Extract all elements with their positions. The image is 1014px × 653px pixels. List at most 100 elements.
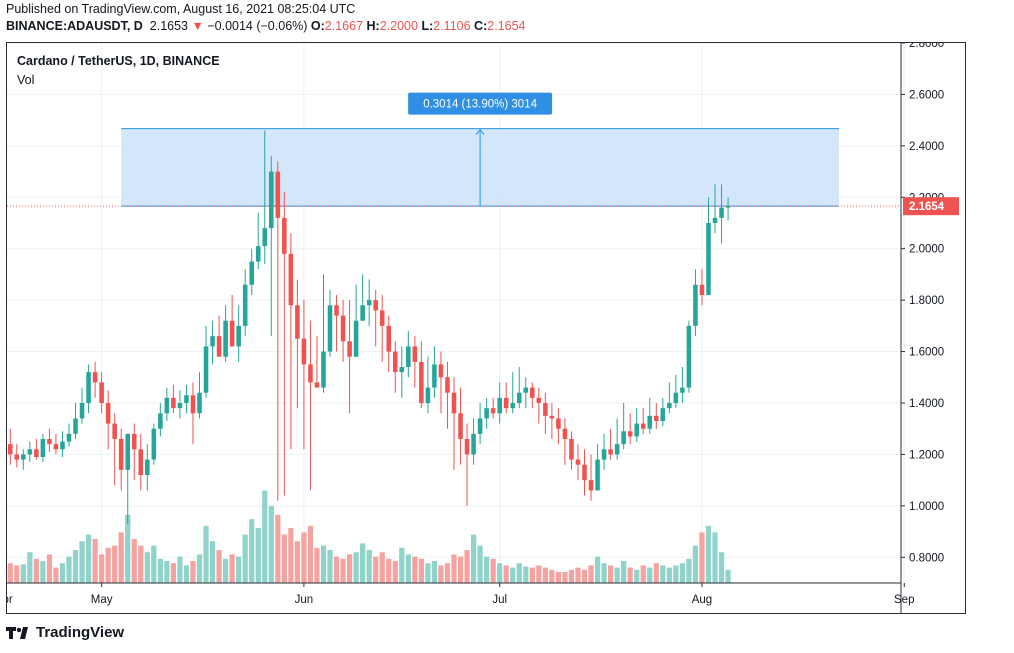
candle — [419, 341, 424, 409]
candle — [699, 269, 705, 306]
candle-body — [725, 206, 731, 208]
open-value: 2.1667 — [324, 19, 364, 33]
candle-body — [621, 431, 626, 445]
candle-body — [145, 459, 150, 475]
candle — [249, 248, 254, 295]
candle — [145, 444, 150, 491]
candle — [654, 403, 659, 429]
volume-bar — [333, 556, 340, 583]
volume-bar — [529, 567, 535, 583]
high-value: 2.2000 — [379, 19, 418, 33]
candlestick-chart[interactable]: 0.3014 (13.90%) 3014 2.8000 2.6000 2.4000 2.… — [7, 43, 965, 613]
volume-bar — [66, 556, 72, 583]
candle-body — [138, 449, 144, 475]
candle — [667, 382, 672, 414]
candle — [523, 377, 529, 409]
volume-bar — [444, 563, 451, 583]
price-axis: 2.80002.60002.40002.20002.00001.80001.60… — [901, 43, 944, 564]
volume-bar — [673, 565, 679, 583]
candle-body — [184, 395, 189, 403]
candle-body — [47, 439, 52, 445]
volume-bar — [542, 567, 548, 583]
candle-body — [503, 397, 509, 409]
volume-bar — [183, 565, 190, 583]
price-tick-label: 1.2000 — [909, 449, 944, 461]
candle — [73, 403, 78, 439]
candle-body — [712, 217, 718, 223]
candle — [92, 361, 98, 398]
candle — [223, 305, 228, 362]
volume-bar — [151, 545, 157, 583]
candle — [340, 300, 346, 362]
candle — [647, 397, 653, 434]
candle-body — [451, 392, 457, 414]
candle — [158, 403, 163, 437]
candle-body — [595, 459, 600, 491]
volume-bar — [686, 558, 692, 583]
candle-body — [242, 284, 248, 326]
volume-bar — [379, 552, 385, 583]
candle — [438, 351, 444, 414]
volume-bar — [229, 554, 235, 583]
candle-body — [530, 387, 535, 398]
candle — [60, 431, 65, 457]
candle-body — [314, 382, 320, 388]
candle — [314, 336, 320, 388]
candle — [386, 315, 392, 373]
candle — [366, 279, 372, 326]
candle — [399, 346, 405, 398]
price-tick-label: 2.6000 — [909, 89, 944, 101]
candle-body — [654, 415, 659, 421]
chart-frame[interactable]: 0.3014 (13.90%) 3014 2.8000 2.6000 2.4000 2.… — [6, 42, 966, 614]
price-tick-label: 1.8000 — [909, 295, 944, 307]
candle-body — [516, 392, 522, 403]
price-tick-label: 2.8000 — [909, 43, 944, 50]
price-tick-label: 2.4000 — [909, 141, 944, 153]
volume-bar — [464, 550, 470, 583]
candle — [229, 295, 235, 347]
candle — [549, 403, 555, 439]
volume-bar — [660, 565, 666, 583]
close-label: C: — [474, 19, 488, 33]
candle — [327, 289, 333, 357]
volume-bar — [653, 563, 659, 583]
last-price-tag: 2.1654 — [903, 197, 959, 216]
candle — [458, 387, 463, 465]
candle-body — [379, 310, 385, 326]
candle — [347, 300, 352, 414]
candle-body — [647, 415, 653, 429]
candle — [451, 377, 457, 470]
volume-bar — [503, 565, 509, 583]
candle-body — [40, 439, 46, 457]
volume-bar — [209, 541, 216, 583]
candle — [693, 269, 698, 337]
volume-bar — [601, 563, 607, 583]
candle — [282, 192, 287, 496]
candle-body — [497, 397, 502, 414]
candle — [706, 197, 711, 295]
candle-body — [112, 423, 117, 439]
candle-body — [125, 433, 131, 470]
candle-body — [216, 336, 222, 357]
candle-body — [321, 351, 326, 388]
volume-legend: Vol — [17, 73, 35, 87]
candle-body — [680, 387, 685, 393]
candle-body — [406, 346, 411, 367]
candle — [99, 372, 104, 414]
price-tick-label: 2.0000 — [909, 244, 944, 256]
candle — [66, 423, 72, 447]
time-axis: Apr May Jun Jul Aug Sep — [7, 583, 914, 606]
volume-bar — [131, 539, 137, 583]
volume-bar — [92, 539, 98, 583]
volume-bar — [236, 556, 242, 583]
volume-bar — [699, 532, 705, 583]
volume-bar — [301, 532, 307, 583]
candle-body — [262, 228, 268, 247]
candle-body — [673, 392, 679, 403]
volume-bar — [523, 566, 529, 583]
candle-body — [432, 364, 437, 388]
time-tick-label: May — [91, 594, 113, 606]
candle — [190, 382, 196, 445]
volume-bars — [7, 490, 731, 583]
candle — [640, 408, 646, 434]
